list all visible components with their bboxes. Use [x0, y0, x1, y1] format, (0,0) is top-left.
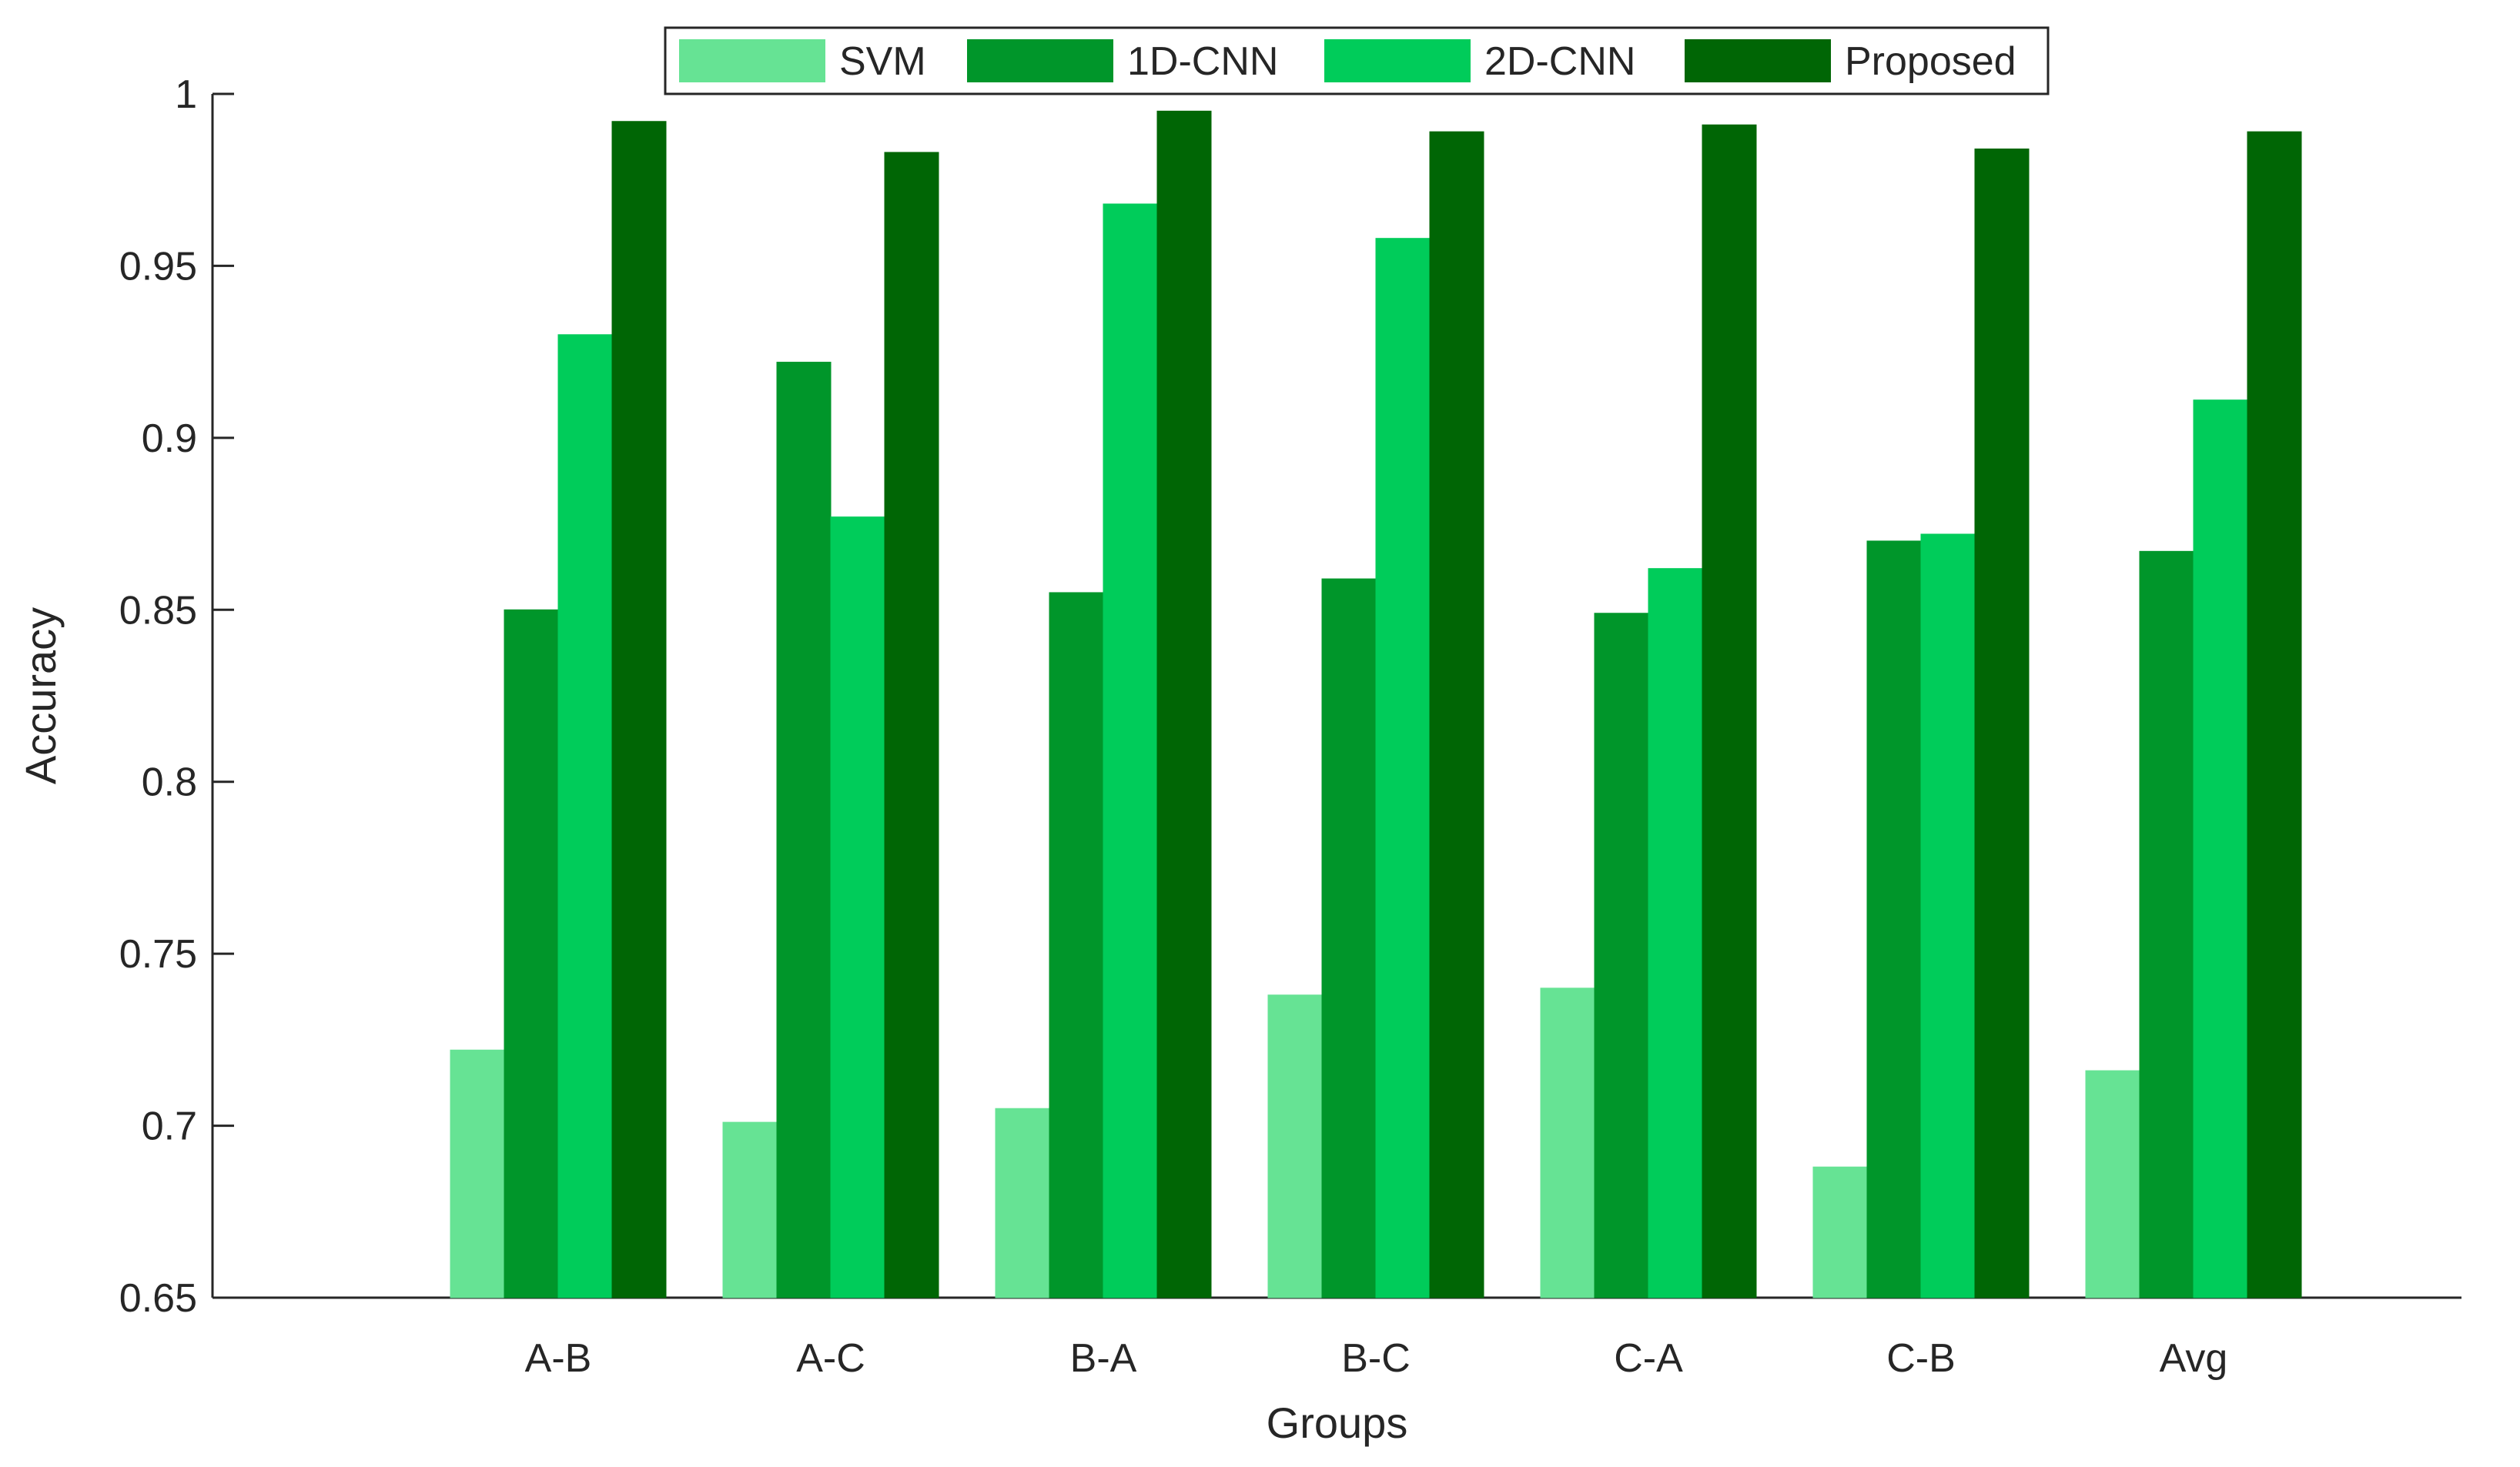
x-tick-label: C-B — [1886, 1336, 1956, 1381]
x-tick-labels: A-B A-C B-A B-C C-A C-B Avg — [525, 1336, 2228, 1381]
bar-2d-cnn-a-b — [557, 334, 613, 1298]
bar-proposed-a-c — [884, 152, 939, 1298]
legend-swatch — [679, 39, 825, 82]
bar-1d-cnn-avg — [2139, 550, 2194, 1298]
bar-svm-b-c — [1267, 994, 1323, 1298]
x-tick-label: Avg — [2160, 1336, 2228, 1381]
y-axis-title: Accuracy — [16, 607, 65, 784]
bar-1d-cnn-a-b — [504, 609, 559, 1298]
legend-swatch — [1685, 39, 1831, 82]
x-tick-label: A-C — [796, 1336, 865, 1381]
legend-label: SVM — [839, 39, 926, 84]
bar-2d-cnn-a-c — [830, 516, 885, 1298]
legend-swatch — [967, 39, 1113, 82]
x-tick-label: B-C — [1341, 1336, 1411, 1381]
legend: SVM 1D-CNN 2D-CNN Proposed — [664, 26, 2050, 95]
bar-1d-cnn-c-a — [1594, 613, 1649, 1298]
bar-2d-cnn-c-a — [1648, 568, 1703, 1298]
legend-label: 2D-CNN — [1484, 39, 1635, 84]
bar-svm-c-a — [1540, 987, 1595, 1298]
bar-svm-a-c — [722, 1121, 778, 1298]
y-tick-label: 1 — [175, 72, 197, 117]
legend-label: 1D-CNN — [1127, 39, 1278, 84]
y-tick-label: 0.9 — [142, 416, 197, 461]
y-tick-label: 0.65 — [119, 1276, 197, 1321]
bar-svm-avg — [2085, 1070, 2140, 1298]
x-tick-label: C-A — [1614, 1336, 1683, 1381]
bar-proposed-c-b — [1974, 148, 2030, 1298]
bar-2d-cnn-avg — [2193, 399, 2248, 1298]
bar-2d-cnn-b-c — [1375, 238, 1431, 1298]
bars — [450, 110, 2302, 1298]
bar-proposed-b-c — [1429, 131, 1484, 1298]
bar-svm-c-b — [1812, 1166, 1868, 1298]
y-tick-label: 0.8 — [142, 760, 197, 805]
bar-proposed-c-a — [1702, 124, 1757, 1298]
bar-1d-cnn-b-c — [1321, 578, 1377, 1298]
bar-1d-cnn-b-a — [1049, 592, 1104, 1298]
y-tick-labels: 0.65 0.7 0.75 0.8 0.85 0.9 0.95 1 — [119, 72, 197, 1321]
y-tick-label: 0.7 — [142, 1104, 197, 1149]
legend-swatch — [1324, 39, 1471, 82]
x-tick-label: B-A — [1070, 1336, 1137, 1381]
bar-2d-cnn-c-b — [1920, 533, 1976, 1298]
bar-proposed-a-b — [611, 121, 667, 1298]
y-tick-label: 0.75 — [119, 932, 197, 977]
y-tick-label: 0.95 — [119, 244, 197, 289]
bar-1d-cnn-a-c — [776, 362, 832, 1298]
bar-proposed-b-a — [1156, 110, 1212, 1298]
bar-svm-b-a — [995, 1108, 1050, 1298]
bar-1d-cnn-c-b — [1866, 540, 1922, 1298]
bar-svm-a-b — [450, 1049, 505, 1298]
x-tick-label: A-B — [525, 1336, 592, 1381]
x-axis-title: Groups — [1267, 1398, 1408, 1447]
legend-label: Proposed — [1845, 39, 2016, 84]
bar-2d-cnn-b-a — [1103, 203, 1158, 1298]
y-tick-label: 0.85 — [119, 588, 197, 633]
bar-proposed-avg — [2247, 131, 2302, 1298]
